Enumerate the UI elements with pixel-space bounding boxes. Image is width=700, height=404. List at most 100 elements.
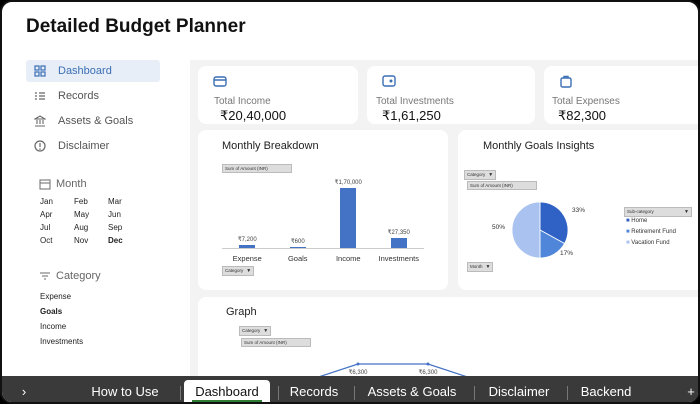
dashboard-canvas: Total Income ₹20,40,000 Total Investment… (190, 60, 698, 387)
bar-data-label: ₹7,200 (237, 237, 257, 244)
sidebar-item-assets-goals[interactable]: Assets & Goals (26, 110, 166, 132)
month-filter-heading: Month (26, 175, 166, 193)
tab-disclaimer[interactable]: Disclaimer (488, 384, 550, 399)
pie-slice (539, 201, 569, 245)
chart-title: Monthly Goals Insights (483, 140, 595, 152)
category-tick-label: Expense (232, 254, 262, 263)
category-tick-label: Investments (378, 254, 419, 263)
sidebar-item-label: Records (58, 90, 99, 102)
value-field-chip[interactable]: Sum of Amount (INR) (467, 181, 537, 190)
category-tick-label: Goals (287, 254, 308, 263)
bag-icon (560, 75, 572, 88)
legend-item: ■ Retirement Fund (626, 229, 676, 235)
category-filter-heading: Category (26, 267, 166, 285)
line-data-label: ₹6,300 (348, 370, 368, 376)
kpi-label: Total Income (214, 96, 271, 107)
pie-data-label: 33% (572, 207, 586, 214)
sheet-tab-bar: › How to Use Dashboard Records Assets & … (2, 376, 698, 402)
sidebar-item-label: Assets & Goals (58, 115, 134, 127)
kpi-value: ₹20,40,000 (220, 108, 287, 123)
month-item[interactable]: Jan (40, 197, 53, 206)
value-field-chip[interactable]: Sum of Amount (INR) (222, 164, 292, 173)
bar-data-label: ₹600 (290, 239, 305, 245)
pie-data-label: 50% (492, 224, 506, 231)
category-item[interactable]: Income (40, 322, 67, 331)
filter-lines-icon (40, 272, 50, 280)
month-item[interactable]: May (74, 210, 90, 219)
kpi-value: ₹82,300 (558, 108, 607, 123)
wallet-icon (213, 76, 227, 87)
pie-chart (511, 201, 569, 259)
line-series (287, 363, 499, 387)
sidebar: Dashboard Records Assets & Goals Disclai… (26, 60, 166, 349)
month-slicer: Jan Feb Mar Apr May Jun Jul Aug Sep Oct … (40, 197, 166, 245)
month-item[interactable]: Mar (108, 197, 122, 206)
subcategory-filter-chip[interactable]: Sub-category ▼ (624, 207, 692, 217)
pie-slice (511, 201, 541, 259)
pie-data-label: 17% (560, 250, 574, 257)
category-item[interactable]: Investments (40, 337, 84, 346)
tab-assets-goals[interactable]: Assets & Goals (367, 384, 457, 399)
month-filter-chip[interactable]: Month ▼ (467, 262, 494, 272)
chart-title: Graph (226, 306, 257, 318)
category-filter-chip[interactable]: Category ▼ (239, 326, 272, 336)
legend-item: ■ Vacation Fund (626, 240, 670, 246)
value-field-chip[interactable]: Sum of Amount (INR) (241, 338, 311, 347)
category-item-selected[interactable]: Goals (40, 307, 63, 316)
category-filter-chip[interactable]: Category ▼ (222, 266, 255, 276)
tab-backend[interactable]: Backend (580, 384, 632, 399)
goals-insights-card: Monthly Goals Insights Category ▼ Sum of … (458, 130, 698, 290)
calendar-icon (39, 179, 51, 190)
month-item[interactable]: Jun (108, 210, 121, 219)
kpi-value: ₹1,61,250 (382, 108, 441, 123)
month-item[interactable]: Apr (40, 210, 53, 219)
bank-icon (34, 115, 46, 127)
tab-how-to-use[interactable]: How to Use (91, 384, 159, 399)
cash-icon (382, 75, 396, 87)
category-tick-label: Income (335, 254, 361, 263)
kpi-card-income: Total Income ₹20,40,000 (198, 66, 358, 124)
kpi-label: Total Investments (376, 96, 454, 107)
x-axis (222, 248, 424, 249)
kpi-card-expenses: Total Expenses ₹82,300 (544, 66, 698, 124)
month-item[interactable]: Nov (74, 236, 89, 245)
month-item-selected[interactable]: Dec (108, 236, 123, 245)
bar-data-label: ₹27,350 (387, 230, 410, 237)
line-point (356, 362, 360, 366)
bar (340, 188, 357, 248)
monthly-breakdown-card: Monthly Breakdown Sum of Amount (INR) ₹7… (198, 130, 448, 290)
sidebar-item-disclaimer[interactable]: Disclaimer (26, 135, 166, 157)
sidebar-item-records[interactable]: Records (26, 85, 166, 107)
chart-title: Monthly Breakdown (222, 140, 319, 152)
legend-item: ■ Home (626, 218, 648, 224)
tab-records[interactable]: Records (289, 384, 339, 399)
category-slicer: Expense Goals Income Investments (40, 289, 166, 349)
tab-separator (474, 386, 475, 400)
info-icon (34, 140, 46, 152)
sidebar-item-label: Dashboard (58, 65, 112, 77)
add-sheet-button[interactable]: + (687, 384, 695, 399)
month-item[interactable]: Sep (108, 223, 123, 232)
month-item[interactable]: Jul (40, 223, 51, 232)
category-item[interactable]: Expense (40, 292, 72, 301)
month-item[interactable]: Oct (40, 236, 53, 245)
bar-data-label: ₹1,70,000 (334, 180, 362, 186)
month-item[interactable]: Aug (74, 223, 89, 232)
tab-separator (278, 386, 279, 400)
line-chart (287, 362, 499, 387)
bar (390, 238, 407, 248)
line-point (426, 362, 430, 366)
tab-separator (354, 386, 355, 400)
tab-scroll-arrow[interactable]: › (21, 384, 27, 399)
kpi-card-investments: Total Investments ₹1,61,250 (367, 66, 535, 124)
month-item[interactable]: Feb (74, 197, 88, 206)
category-filter-chip[interactable]: Category ▼ (464, 170, 497, 180)
grid-icon (34, 65, 46, 77)
sidebar-item-dashboard[interactable]: Dashboard (26, 60, 160, 82)
tab-separator (567, 386, 568, 400)
bar (289, 247, 306, 248)
page-title: Detailed Budget Planner (26, 16, 246, 37)
tab-dashboard[interactable]: Dashboard (184, 380, 270, 402)
active-tab-underline (192, 400, 262, 402)
